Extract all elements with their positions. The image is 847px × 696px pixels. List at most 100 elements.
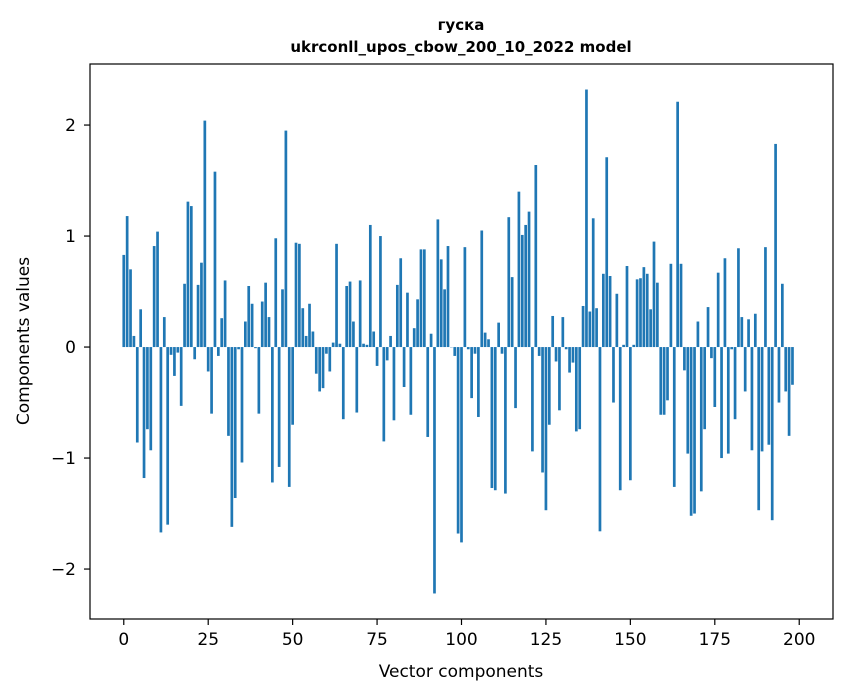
bar xyxy=(585,89,588,348)
chart-title-line-2: ukrconll_upos_cbow_200_10_2022 model xyxy=(290,38,631,56)
x-tick-label: 125 xyxy=(530,630,562,650)
bar xyxy=(659,347,663,415)
bar xyxy=(206,347,210,372)
y-tick-label: 2 xyxy=(65,116,76,136)
bar xyxy=(554,347,558,362)
bar xyxy=(757,347,761,511)
bar xyxy=(683,347,686,371)
bar xyxy=(233,347,237,499)
bar xyxy=(362,343,365,348)
bar xyxy=(605,157,609,348)
bar xyxy=(598,347,602,532)
bar xyxy=(443,289,446,348)
bar xyxy=(294,242,298,348)
bar xyxy=(456,347,460,534)
bar xyxy=(541,347,544,473)
bar xyxy=(767,347,771,445)
bar xyxy=(656,282,659,348)
bar xyxy=(514,347,517,409)
bar xyxy=(328,347,332,372)
bar xyxy=(679,263,683,348)
bar xyxy=(379,236,382,348)
bar xyxy=(710,347,713,359)
bar xyxy=(504,347,507,494)
bar xyxy=(520,234,524,348)
bar xyxy=(260,301,264,348)
bar xyxy=(146,347,149,430)
bar xyxy=(348,281,352,348)
bar xyxy=(423,249,426,348)
bar xyxy=(210,347,213,414)
bar xyxy=(733,347,737,420)
bar xyxy=(666,347,669,401)
bar xyxy=(244,321,247,348)
bar xyxy=(264,282,267,348)
bar xyxy=(287,347,291,487)
y-tick-label: 1 xyxy=(65,227,76,247)
bar xyxy=(257,347,261,414)
bar xyxy=(706,307,710,348)
bar xyxy=(149,347,153,451)
bar xyxy=(433,347,436,594)
x-tick-label: 0 xyxy=(118,630,129,650)
y-tick-label: −2 xyxy=(51,560,76,580)
bar xyxy=(487,339,490,348)
bar xyxy=(392,347,396,421)
bar xyxy=(537,347,541,356)
bar xyxy=(355,347,359,413)
y-tick-label: −1 xyxy=(51,449,76,469)
bar xyxy=(743,347,747,392)
bar xyxy=(480,230,484,348)
bar xyxy=(220,318,224,348)
bar xyxy=(267,317,271,348)
bar xyxy=(162,317,166,348)
bar xyxy=(723,258,727,348)
bar xyxy=(358,280,362,348)
bar xyxy=(304,335,308,348)
bar xyxy=(581,305,585,348)
bar xyxy=(608,276,612,348)
bar xyxy=(747,319,750,348)
bar xyxy=(409,347,413,415)
bar xyxy=(618,347,622,491)
bar xyxy=(375,347,379,366)
bar xyxy=(274,238,278,348)
bar xyxy=(507,217,511,348)
x-tick-label: 50 xyxy=(282,630,304,650)
bar xyxy=(753,313,757,348)
bar xyxy=(669,263,673,348)
bar xyxy=(578,347,582,430)
bar xyxy=(372,331,376,348)
bar xyxy=(534,165,538,348)
bar xyxy=(737,248,740,348)
bar xyxy=(389,335,392,348)
x-tick-label: 175 xyxy=(699,630,731,650)
bar xyxy=(314,347,318,374)
bar xyxy=(463,247,467,348)
bar xyxy=(152,246,156,348)
bar xyxy=(200,262,203,348)
bar xyxy=(497,322,500,348)
x-tick-label: 75 xyxy=(366,630,388,650)
bar xyxy=(500,347,504,354)
bar xyxy=(321,347,325,389)
bar xyxy=(308,303,311,348)
bar xyxy=(436,219,440,348)
bar xyxy=(517,191,521,348)
bar xyxy=(642,267,646,348)
y-axis-label: Components values xyxy=(14,257,34,425)
bar xyxy=(780,283,784,348)
bar xyxy=(419,249,423,348)
bar xyxy=(764,247,767,348)
bar xyxy=(544,347,548,511)
bar xyxy=(382,347,386,442)
bar xyxy=(726,347,730,454)
bar xyxy=(385,347,389,361)
x-axis-ticks: 0 25 50 75 100 125 150 175 200 xyxy=(118,619,815,650)
bar xyxy=(352,321,355,348)
bar xyxy=(524,224,528,348)
bar xyxy=(183,283,186,348)
bar xyxy=(237,347,240,350)
bar xyxy=(574,347,578,432)
